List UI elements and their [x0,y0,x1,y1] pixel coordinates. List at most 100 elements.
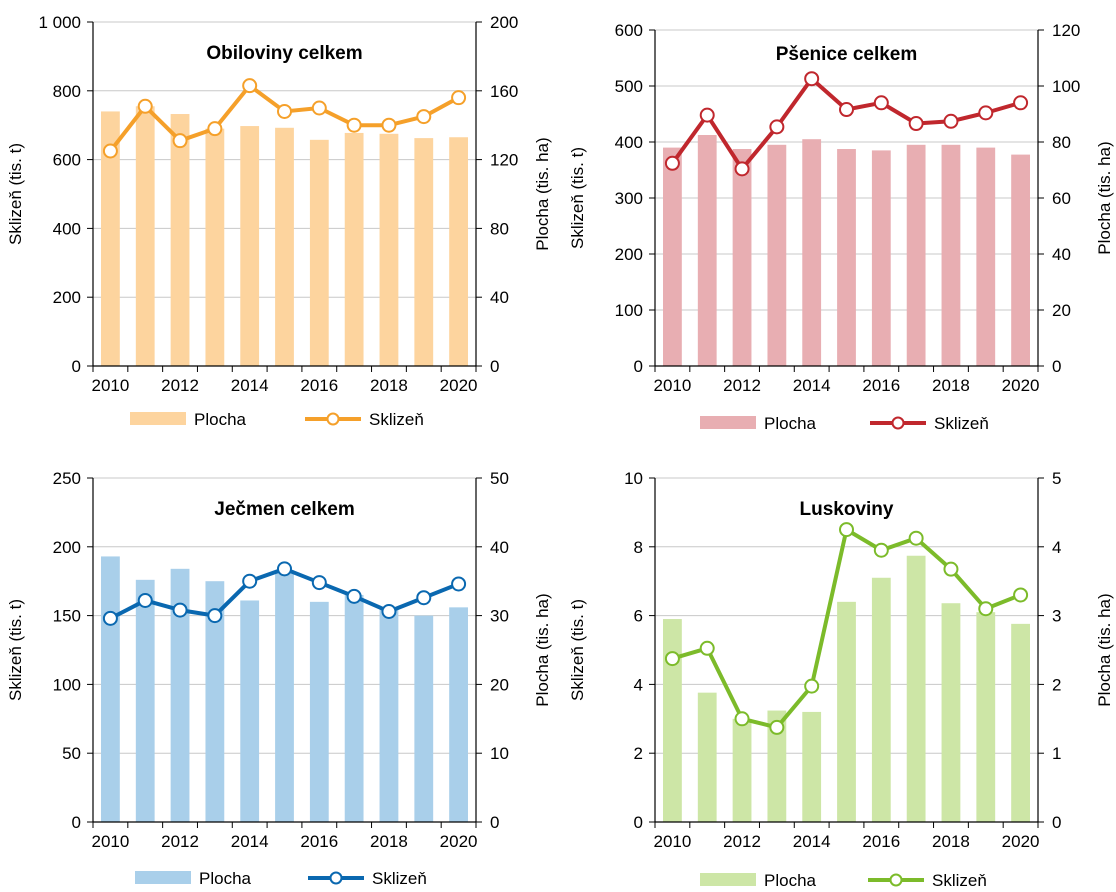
bar-plocha-2014 [802,139,822,366]
right-tick-label: 40 [490,288,509,307]
left-tick-label: 50 [62,744,81,763]
left-tick-label: 200 [53,538,81,557]
right-tick-label: 80 [490,219,509,238]
chart-panel-1: 0 200 400 600 800 1 000 0 40 80 120 160 200 2010 2012… [6,13,552,429]
bar-plocha-2017 [344,594,364,822]
right-tick-label: 0 [1052,357,1061,376]
chart-title: Pšenice celkem [776,44,918,65]
bar-plocha-2012 [170,568,190,822]
point-sklizen-2016 [873,95,889,111]
point-sklizen-2018 [943,561,959,577]
left-tick-label: 10 [624,469,643,488]
point-sklizen-2011 [699,640,715,656]
right-tick-label: 40 [490,538,509,557]
point-sklizen-2013 [769,119,785,135]
point-sklizen-2010 [102,143,118,159]
x-tick-label: 2018 [370,832,408,851]
legend-swatch-plocha [135,871,191,884]
legend-label-plocha: Plocha [194,410,247,429]
left-tick-label: 300 [615,189,643,208]
left-tick-label: 0 [72,357,81,376]
bar-plocha-2015 [275,127,294,366]
point-sklizen-2019 [416,109,432,125]
point-sklizen-2015 [277,561,292,577]
point-sklizen-2013 [207,121,223,137]
x-tick-label: 2010 [653,376,691,395]
bar-plocha-2015 [837,601,856,822]
chart-panel-2: 0 100 200 300 400 500 600 0 20 40 60 80 100 120 2010 20… [568,21,1114,433]
point-sklizen-2017 [908,116,924,132]
x-tick-label: 2012 [723,376,761,395]
left-tick-label: 6 [634,607,643,626]
legend-label-sklizen: Sklizeň [369,410,424,429]
right-tick-label: 4 [1052,538,1061,557]
point-sklizen-2015 [277,103,292,119]
x-tick-label: 2012 [723,832,761,851]
point-sklizen-2014 [804,71,820,87]
right-tick-label: 0 [1052,813,1061,832]
bar-plocha-2013 [767,710,787,822]
legend-label-sklizen: Sklizeň [932,871,987,890]
x-tick-label: 2010 [91,832,129,851]
right-tick-label: 120 [490,151,518,170]
legend-label-plocha: Plocha [764,871,817,890]
point-sklizen-2016 [873,542,889,558]
bar-plocha-2019 [414,138,434,366]
y-axis-title: Sklizeň (tis. t) [568,147,587,249]
point-sklizen-2019 [978,105,994,121]
right-tick-label: 0 [490,357,499,376]
bar-plocha-2010 [101,556,120,822]
bar-plocha-2014 [240,126,260,366]
right-tick-label: 1 [1052,744,1061,763]
left-tick-label: 250 [53,469,81,488]
point-sklizen-2019 [416,590,432,606]
point-sklizen-2013 [769,719,785,735]
x-tick-label: 2012 [161,376,199,395]
bar-plocha-2010 [663,147,682,366]
x-tick-label: 2020 [440,376,478,395]
right-tick-label: 20 [490,675,509,694]
bar-plocha-2014 [240,600,260,822]
chart-panel-3: 0 50 100 150 200 250 0 10 20 30 40 50 2010 2012 2014 20… [6,469,552,888]
x-tick-label: 2014 [793,376,831,395]
bar-plocha-2011 [697,135,717,366]
x-tick-label: 2012 [161,832,199,851]
bar-plocha-2011 [135,579,155,822]
bar-plocha-2016 [871,150,891,366]
left-tick-label: 500 [615,77,643,96]
right-tick-label: 2 [1052,675,1061,694]
bar-plocha-2019 [976,147,996,366]
bar-plocha-2012 [170,114,190,367]
left-tick-label: 8 [634,538,643,557]
bar-plocha-2010 [663,619,682,822]
point-sklizen-2020 [451,90,467,106]
right-tick-label: 120 [1052,21,1080,40]
bar-plocha-2016 [871,577,891,822]
x-tick-label: 2016 [300,376,338,395]
left-tick-label: 200 [615,245,643,264]
x-tick-label: 2014 [231,376,269,395]
x-tick-label: 2018 [932,376,970,395]
legend-swatch-plocha [700,416,756,429]
point-sklizen-2012 [172,602,188,618]
bar-plocha-2011 [135,106,155,366]
y-axis-title: Sklizeň (tis. t) [6,599,25,701]
right-tick-label: 10 [490,744,509,763]
bar-plocha-2020 [1011,154,1030,366]
x-tick-label: 2014 [231,832,269,851]
left-tick-label: 0 [634,813,643,832]
point-sklizen-2014 [242,573,258,589]
point-sklizen-2018 [381,117,397,133]
point-sklizen-2015 [839,522,854,538]
right-tick-label: 5 [1052,469,1061,488]
legend-swatch-sklizen-marker [891,416,905,430]
x-tick-label: 2018 [932,832,970,851]
chart-panel-4: 0 2 4 6 8 10 0 1 2 3 4 5 2010 2012 2014 2016 2018 2020 Skl… [568,469,1114,890]
x-tick-label: 2018 [370,376,408,395]
y2-axis-title: Plocha (tis. ha) [533,137,552,250]
bar-plocha-2012 [732,149,752,366]
right-tick-label: 20 [1052,301,1071,320]
right-tick-label: 200 [490,13,518,32]
left-tick-label: 600 [53,151,81,170]
